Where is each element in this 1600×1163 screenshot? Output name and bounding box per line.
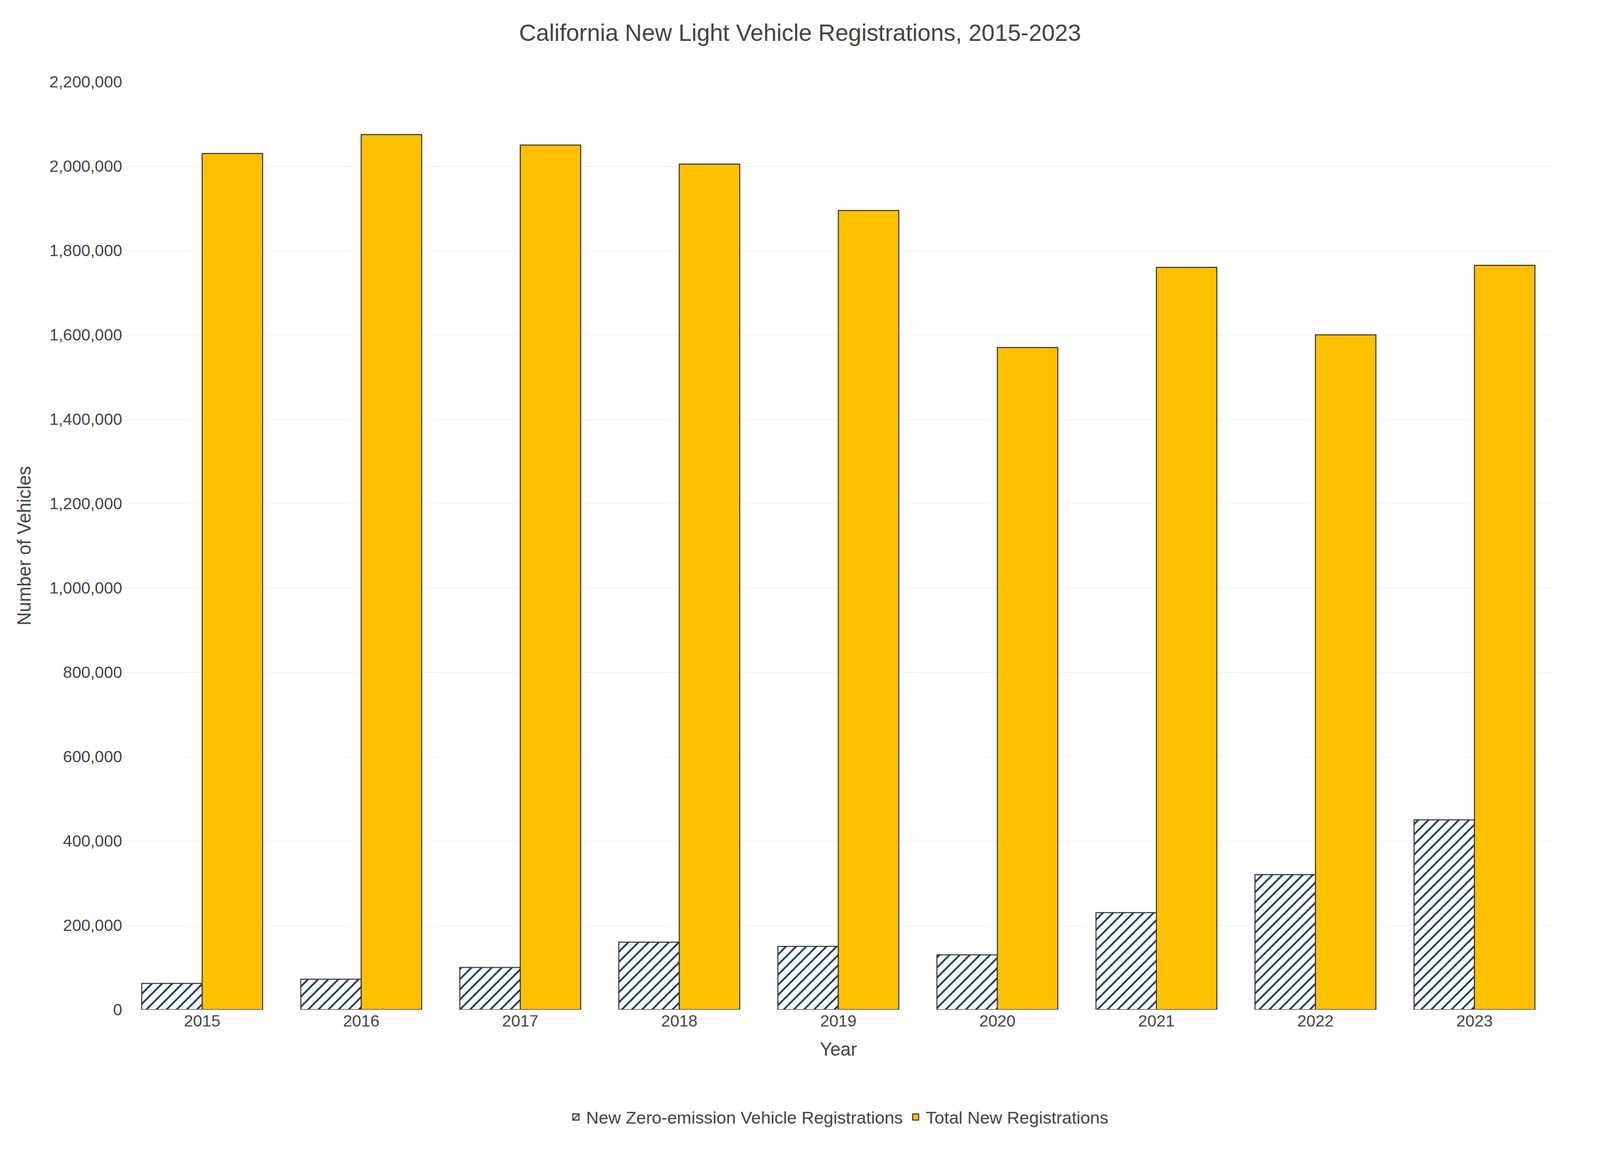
svg-text:California New Light Vehicle R: California New Light Vehicle Registratio…	[519, 19, 1082, 46]
svg-text:1,400,000: 1,400,000	[49, 409, 123, 429]
svg-text:2,200,000: 2,200,000	[49, 72, 123, 91]
svg-text:Number of Vehicles: Number of Vehicles	[13, 465, 35, 625]
svg-text:New Zero-emission Vehicle Regi: New Zero-emission Vehicle Registrations	[586, 1107, 903, 1127]
svg-text:2023: 2023	[1456, 1011, 1493, 1030]
svg-text:200,000: 200,000	[62, 915, 123, 935]
svg-text:2,000,000: 2,000,000	[49, 156, 123, 176]
svg-text:2018: 2018	[661, 1011, 698, 1030]
svg-text:1,000,000: 1,000,000	[49, 578, 123, 597]
svg-text:1,600,000: 1,600,000	[49, 325, 123, 344]
svg-text:0: 0	[112, 1000, 123, 1019]
svg-text:1,200,000: 1,200,000	[49, 494, 123, 513]
svg-text:2019: 2019	[820, 1011, 857, 1030]
svg-text:2020: 2020	[979, 1011, 1016, 1030]
svg-text:2016: 2016	[342, 1011, 380, 1030]
svg-text:2017: 2017	[501, 1011, 539, 1030]
svg-text:800,000: 800,000	[62, 662, 123, 682]
svg-text:2022: 2022	[1297, 1011, 1334, 1030]
svg-text:1,800,000: 1,800,000	[49, 241, 123, 260]
svg-text:Total New Registrations: Total New Registrations	[925, 1107, 1109, 1127]
svg-text:400,000: 400,000	[62, 831, 123, 850]
svg-text:Year: Year	[819, 1038, 857, 1060]
svg-text:2021: 2021	[1138, 1011, 1175, 1030]
svg-text:600,000: 600,000	[62, 747, 123, 766]
svg-text:2015: 2015	[183, 1011, 221, 1030]
